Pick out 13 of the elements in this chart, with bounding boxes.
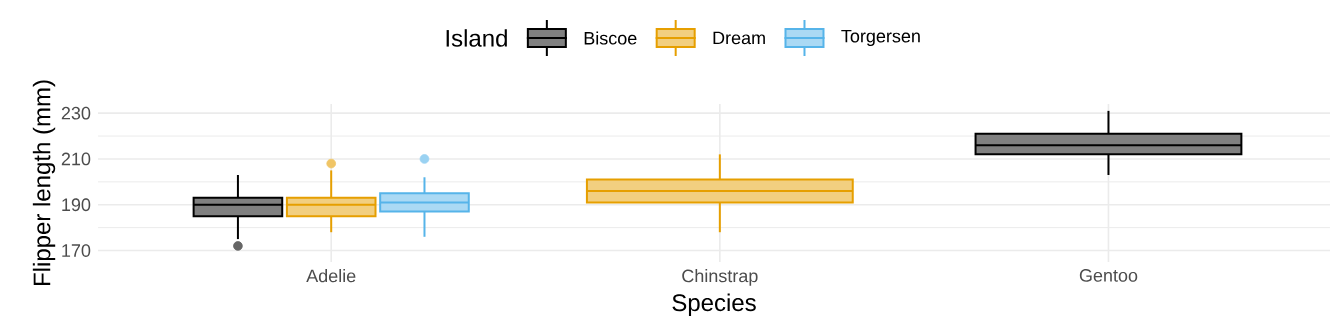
y-tick-label: 170 — [62, 244, 91, 257]
y-axis-title: Flipper length (mm) — [32, 80, 56, 286]
x-tick-label: Chinstrap — [682, 269, 758, 286]
legend-label: Dream — [713, 31, 765, 45]
y-tick-label: 210 — [61, 152, 91, 166]
x-axis-title: Species — [672, 293, 756, 316]
x-tick-label: Gentoo — [1079, 269, 1138, 282]
legend-title: Island — [446, 29, 507, 47]
y-tick-label: 230 — [61, 106, 91, 120]
legend-label: Torgersen — [841, 29, 920, 47]
legend-label: Biscoe — [584, 31, 637, 45]
y-tick-label: 190 — [62, 198, 91, 212]
x-tick-label: Adelie — [306, 269, 356, 283]
